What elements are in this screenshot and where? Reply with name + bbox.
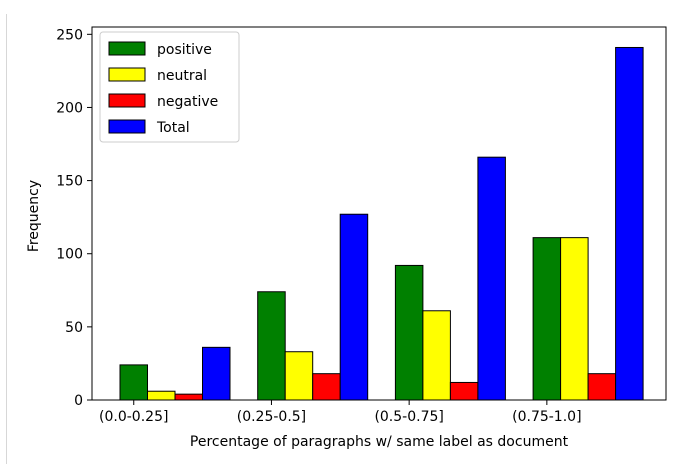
y-tick-label: 50 [65,320,83,336]
bar-positive-1 [257,291,286,401]
y-axis: 0 50 100 150 200 250 [56,27,92,409]
bar-total-3 [615,46,644,401]
bar-neutral-0 [147,390,176,401]
y-tick-label: 0 [74,393,83,409]
legend-swatch-positive [108,41,146,56]
bar-negative-3 [587,373,617,401]
legend-swatch-neutral [108,67,146,82]
bar-neutral-2 [422,310,451,401]
bar-positive-2 [394,264,424,401]
bar-neutral-1 [284,351,314,401]
x-tick-label: (0.75-1.0] [512,409,581,425]
legend-swatch-total [108,119,146,134]
bar-positive-0 [119,364,148,401]
legend-label-total: Total [156,120,190,136]
y-tick-label: 150 [56,174,83,190]
legend-swatch-negative [108,93,146,108]
bar-negative-2 [449,381,479,401]
bar-negative-1 [312,373,341,401]
legend: positive neutral negative Total [99,31,240,143]
x-tick-label: (0.0-0.25] [99,409,168,425]
legend-label-negative: negative [157,94,218,110]
legend-box [99,31,240,143]
legend-label-neutral: neutral [157,68,207,84]
bar-neutral-3 [560,237,589,401]
y-axis-title: Frequency [26,180,42,252]
y-tick-label: 100 [56,247,83,263]
x-tick-label: (0.5-0.75] [374,409,443,425]
bar-negative-0 [174,393,203,401]
bar-total-1 [339,213,369,401]
bar-total-2 [477,156,506,401]
bar-positive-3 [532,237,562,401]
y-tick-label: 250 [56,27,83,43]
y-tick-label: 200 [56,100,83,116]
x-tick-label: (0.25-0.5] [237,409,306,425]
legend-label-positive: positive [157,42,212,58]
left-divider [6,14,7,464]
x-axis-title: Percentage of paragraphs w/ same label a… [190,434,569,450]
x-axis: (0.0-0.25] (0.25-0.5] (0.5-0.75] (0.75-1.0] [99,400,582,425]
bars-group [119,46,644,401]
bar-total-0 [202,346,231,401]
